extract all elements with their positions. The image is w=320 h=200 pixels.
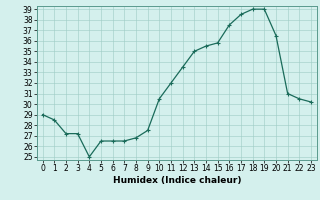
- X-axis label: Humidex (Indice chaleur): Humidex (Indice chaleur): [113, 176, 241, 185]
